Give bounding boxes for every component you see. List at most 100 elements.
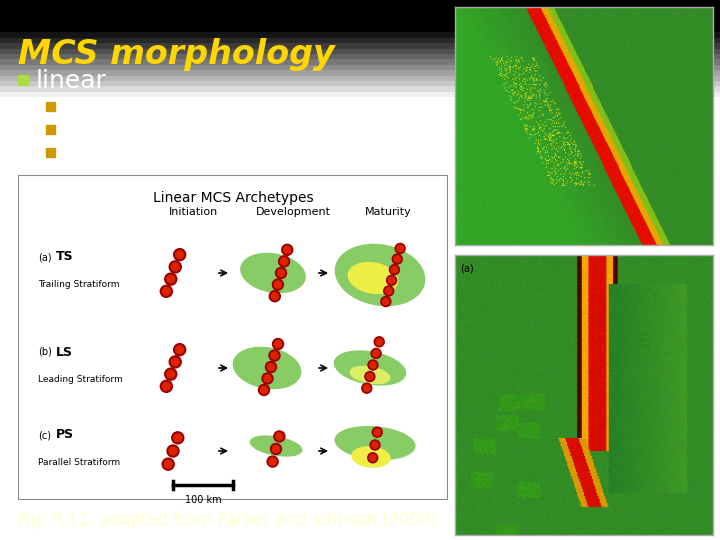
Text: Initiation: Initiation [168,207,217,217]
Circle shape [169,356,181,368]
Circle shape [391,266,397,273]
Circle shape [271,293,279,300]
Circle shape [369,455,376,461]
Ellipse shape [352,447,390,467]
Text: (a): (a) [460,264,474,273]
Text: PS: PS [478,318,522,347]
Circle shape [281,258,288,265]
Circle shape [165,273,177,285]
Text: PS: PS [56,429,74,442]
Circle shape [371,348,381,359]
Bar [46,148,55,157]
Circle shape [361,383,372,393]
Bar [18,75,28,85]
Circle shape [167,275,175,283]
Ellipse shape [233,347,301,389]
Circle shape [176,346,184,354]
Circle shape [164,460,172,468]
Circle shape [167,445,179,457]
Circle shape [258,384,269,395]
Circle shape [276,267,287,279]
Circle shape [392,254,402,264]
Circle shape [272,279,284,290]
Circle shape [374,337,384,347]
Circle shape [370,440,380,450]
Text: MCS morphology: MCS morphology [18,38,335,71]
Text: TS: TS [64,99,92,119]
Ellipse shape [334,351,405,385]
Circle shape [374,429,380,435]
Circle shape [171,358,179,366]
Circle shape [366,373,373,380]
Circle shape [271,443,282,455]
Text: Parallel Stratiform: Parallel Stratiform [38,458,120,467]
Circle shape [169,447,177,455]
Circle shape [364,385,370,392]
Circle shape [169,261,181,273]
Ellipse shape [350,367,390,383]
Circle shape [269,350,280,361]
Text: (a): (a) [38,252,52,262]
Text: Maturity: Maturity [364,207,411,217]
Circle shape [272,339,284,349]
Circle shape [269,458,276,465]
Circle shape [262,373,273,384]
Text: (c): (c) [38,430,51,440]
Circle shape [277,269,284,276]
Circle shape [372,427,382,437]
Circle shape [171,263,179,271]
Circle shape [390,265,400,275]
Text: PS: PS [64,145,91,165]
Circle shape [274,341,282,348]
Circle shape [397,245,403,252]
Circle shape [165,368,177,380]
Ellipse shape [348,262,397,293]
Circle shape [267,456,278,467]
Circle shape [264,375,271,382]
Text: Fig. 9.11, adapted from Parker and Johnson (2000): Fig. 9.11, adapted from Parker and Johns… [18,511,437,529]
Circle shape [382,298,389,305]
Circle shape [176,251,184,259]
Circle shape [376,339,382,345]
Circle shape [267,363,274,370]
Ellipse shape [251,436,302,456]
Circle shape [163,287,170,295]
Bar [46,125,55,134]
Text: Trailing Stratiform: Trailing Stratiform [38,280,120,289]
Text: 100 km: 100 km [185,495,221,505]
Circle shape [167,370,175,378]
Circle shape [284,246,291,253]
Circle shape [163,382,170,390]
Circle shape [261,387,268,394]
Circle shape [174,343,186,356]
Circle shape [370,362,377,368]
Circle shape [387,275,397,285]
Ellipse shape [335,427,415,460]
Circle shape [274,281,282,288]
Circle shape [271,352,278,359]
Circle shape [372,442,378,448]
Circle shape [368,453,378,463]
Circle shape [266,361,276,373]
Circle shape [174,249,186,261]
Text: TS: TS [478,80,521,109]
Circle shape [385,288,392,294]
Text: Development: Development [256,207,330,217]
Circle shape [394,256,400,262]
Circle shape [282,244,293,255]
Circle shape [274,431,285,442]
Ellipse shape [240,253,305,293]
Circle shape [388,277,395,284]
Circle shape [279,256,289,267]
Circle shape [395,244,405,253]
Circle shape [384,286,394,296]
Circle shape [373,350,379,356]
Text: TS: TS [56,251,73,264]
Circle shape [161,285,172,298]
Text: LS: LS [64,122,91,142]
Circle shape [368,360,378,370]
Circle shape [174,434,181,442]
Circle shape [381,296,391,307]
Bar [46,102,55,111]
Text: LS: LS [56,346,73,359]
